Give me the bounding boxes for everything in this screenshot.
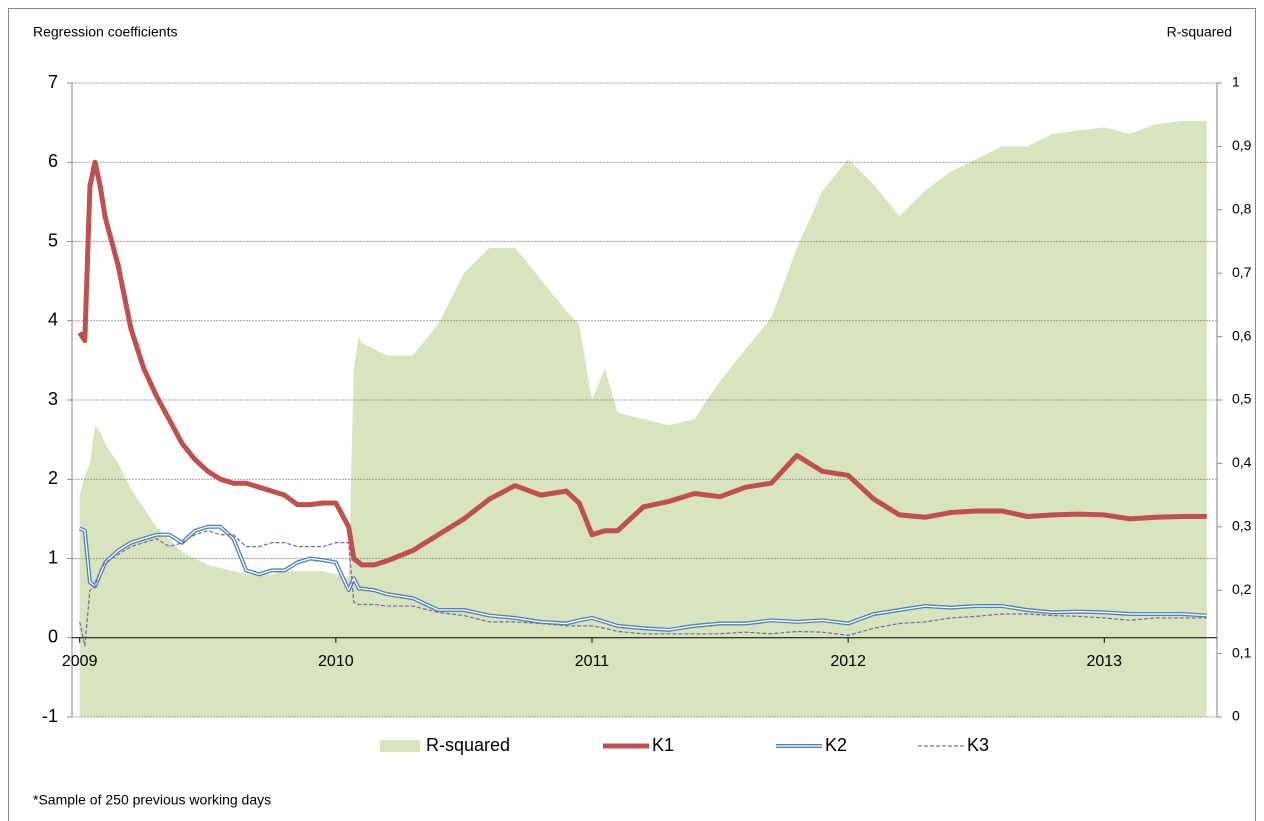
line	[77, 159, 1207, 568]
y-axis-label: Regression coefficients	[33, 24, 177, 40]
line-inner	[79, 526, 1207, 631]
y2-tick-label: 0,6	[1232, 327, 1252, 343]
y-tick-label: 7	[48, 72, 58, 92]
y-tick-label: 6	[48, 151, 58, 171]
y-tick-label: 4	[48, 310, 58, 330]
x-tick-label: 2012	[830, 653, 866, 670]
y-tick-label: -1	[42, 706, 58, 726]
y-tick-label: 1	[48, 547, 58, 567]
legend-label: R-squared	[426, 735, 510, 755]
y2-tick-label: 0,1	[1232, 644, 1252, 660]
y-tick-label: 0	[48, 627, 58, 647]
y2-tick-label: 0	[1232, 708, 1240, 724]
y-tick-label: 5	[48, 230, 58, 250]
y2-tick-label: 0,8	[1232, 201, 1252, 217]
y2-tick-label: 0,9	[1232, 137, 1252, 153]
x-tick-label: 2009	[62, 653, 98, 670]
x-tick-label: 2010	[318, 653, 354, 670]
y2-tick-label: 0,5	[1232, 391, 1252, 407]
legend-swatch	[380, 740, 420, 752]
area	[79, 121, 1207, 718]
footnote: *Sample of 250 previous working days	[33, 792, 271, 808]
legend-label: K3	[967, 735, 989, 755]
legend-label: K2	[825, 735, 847, 755]
x-tick-label: 2013	[1086, 653, 1122, 670]
y-tick-label: 2	[48, 468, 58, 488]
y2-tick-label: 0,2	[1232, 581, 1252, 597]
legend-label: K1	[652, 735, 674, 755]
y-tick-label: 3	[48, 389, 58, 409]
y2-tick-label: 0,3	[1232, 518, 1252, 534]
x-tick-label: 2011	[575, 653, 610, 670]
y2-tick-label: 0,4	[1232, 454, 1252, 470]
y2-axis-label: R-squared	[1167, 24, 1232, 40]
y2-tick-label: 1	[1232, 74, 1240, 90]
y2-tick-label: 0,7	[1232, 264, 1252, 280]
line	[79, 530, 1207, 647]
